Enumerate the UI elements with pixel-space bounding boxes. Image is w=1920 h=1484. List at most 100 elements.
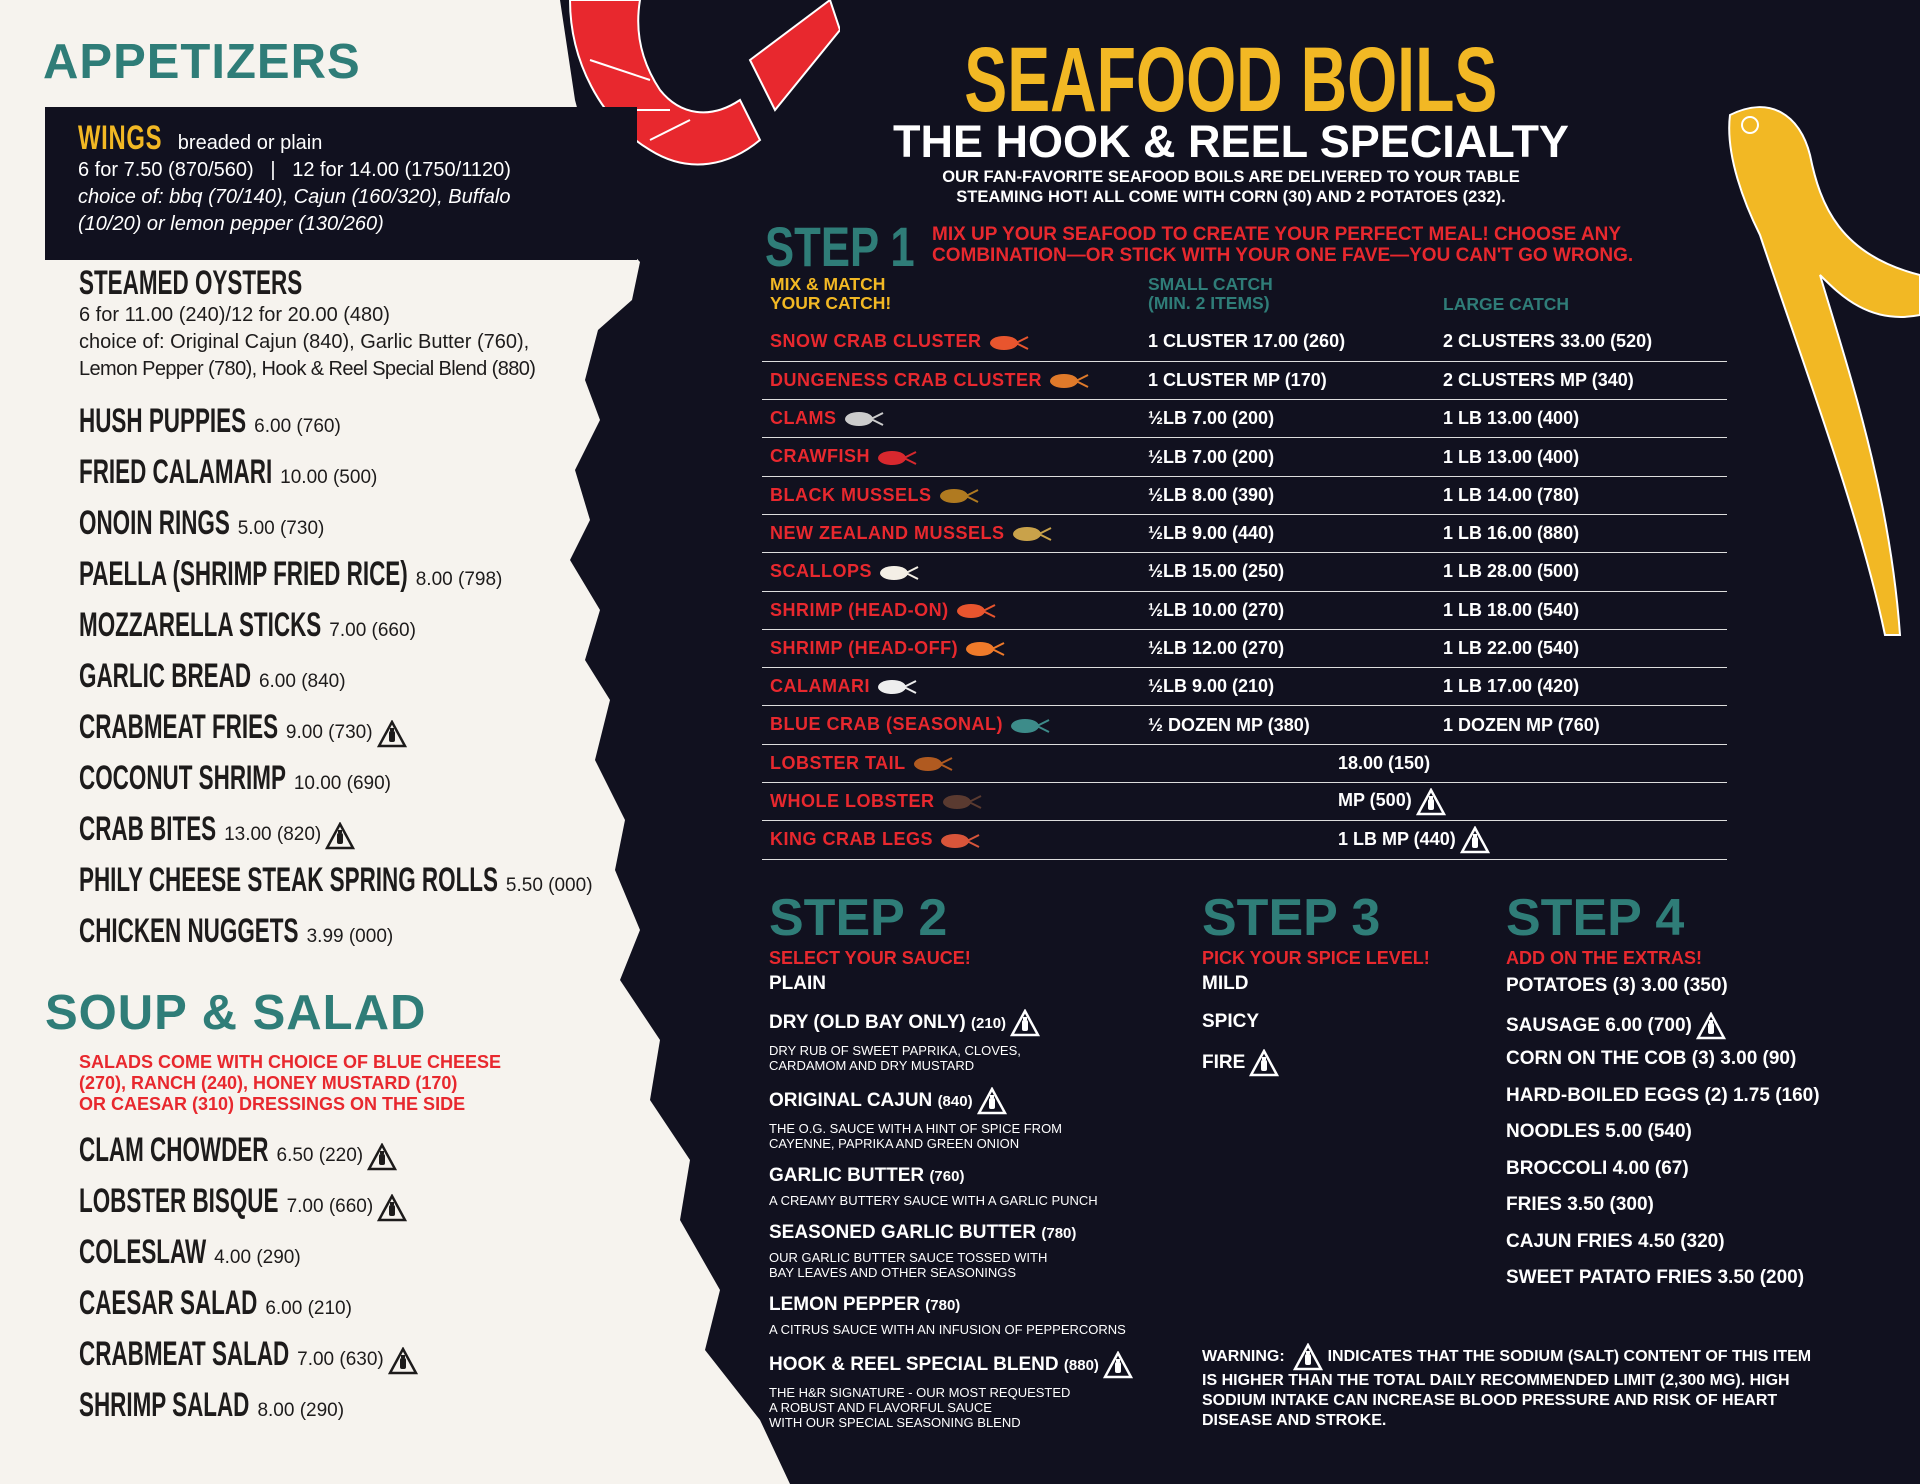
lobster-tail-icon <box>912 754 956 774</box>
catch-name-cell: SHRIMP (HEAD-OFF) <box>762 629 1148 669</box>
item-price: 13.00 (820) <box>224 824 322 845</box>
catch-name-cell: CLAMS <box>762 399 1148 439</box>
item-price: 6.00 (210) <box>265 1298 352 1319</box>
oysters-prices: 6 for 11.00 (240)/12 for 20.00 (480) <box>79 304 390 326</box>
extra-item: NOODLES 5.00 (540) <box>1506 1121 1820 1158</box>
item-price: 10.00 (690) <box>293 773 391 794</box>
calamari-icon <box>876 677 920 697</box>
sauce-calories: (780) <box>1041 1225 1077 1242</box>
item-name: HUSH PUPPIES <box>79 402 247 440</box>
sauce-calories: (840) <box>937 1093 973 1111</box>
header-line: SMALL CATCH <box>1148 274 1273 294</box>
sauce-option: ORIGINAL CAJUN (840) THE O.G. SAUCE WITH … <box>769 1086 1189 1151</box>
sauce-name: HOOK & REEL SPECIAL BLEND <box>769 1354 1059 1376</box>
catch-name: DUNGENESS CRAB CLUSTER <box>770 369 1043 390</box>
menu-item: CRABMEAT FRIES 9.00 (730) <box>79 708 407 748</box>
catch-name: CALAMARI <box>770 676 870 697</box>
extra-item: HARD-BOILED EGGS (2) 1.75 (160) <box>1506 1085 1820 1122</box>
extra-name: HARD-BOILED EGGS (2) 1.75 (160) <box>1506 1084 1820 1106</box>
menu-item: MOZZARELLA STICKS 7.00 (660) <box>79 606 416 645</box>
large-catch-cell: 1 LB 13.00 (400) <box>1443 399 1727 439</box>
salt-shaker-warning-icon <box>1293 1342 1324 1371</box>
sauce-calories: (780) <box>925 1297 961 1314</box>
catch-name: SHRIMP (HEAD-ON) <box>770 599 949 620</box>
menu-item: CRAB BITES 13.00 (820) <box>79 810 356 850</box>
item-price: 4.00 (290) <box>214 1247 301 1268</box>
sauce-description: OUR GARLIC BUTTER SAUCE TOSSED WITH BAY L… <box>769 1250 1189 1280</box>
sauce-title: SEASONED GARLIC BUTTER (780) <box>769 1222 1189 1244</box>
sauce-description: DRY RUB OF SWEET PAPRIKA, CLOVES, CARDAMO… <box>769 1043 1189 1073</box>
cream-background <box>0 0 790 1484</box>
catch-name-cell: SNOW CRAB CLUSTER <box>762 323 1148 362</box>
sauce-calories: (760) <box>929 1168 965 1185</box>
catch-row: LOBSTER TAIL 18.00 (150) <box>762 744 1727 784</box>
catch-name-cell: KING CRAB LEGS <box>762 820 1148 860</box>
warning-line: SODIUM INTAKE CAN INCREASE BLOOD PRESSUR… <box>1202 1392 1778 1409</box>
intro-line: OUR FAN-FAVORITE SEAFOOD BOILS ARE DELIV… <box>942 168 1520 186</box>
catch-row: BLACK MUSSELS ½LB 8.00 (390) 1 LB 14.00 (7… <box>762 476 1727 515</box>
catch-name: CLAMS <box>770 408 837 429</box>
sauce-title: DRY (OLD BAY ONLY) (210) <box>769 1008 1189 1037</box>
extra-name: SWEET PATATO FRIES 3.50 (200) <box>1506 1267 1805 1288</box>
menu-item: PAELLA (SHRIMP FRIED RICE) 8.00 (798) <box>79 555 502 594</box>
item-name: COCONUT SHRIMP <box>79 759 286 797</box>
blue-crab-icon <box>1009 716 1053 736</box>
catch-row: SHRIMP (HEAD-OFF) ½LB 12.00 (270) 1 LB 22.… <box>762 629 1727 669</box>
catch-row: SCALLOPS ½LB 15.00 (250) 1 LB 28.00 (500) <box>762 552 1727 592</box>
catch-row: CLAMS ½LB 7.00 (200) 1 LB 13.00 (400) <box>762 399 1727 439</box>
step1-text: MIX UP YOUR SEAFOOD TO CREATE YOUR PERFE… <box>932 224 1633 266</box>
note-line: OR CAESAR (310) DRESSINGS ON THE SIDE <box>79 1094 466 1114</box>
item-name: LOBSTER BISQUE <box>79 1182 279 1220</box>
specialty-subtitle: THE HOOK & REEL SPECIALTY <box>893 116 1569 167</box>
menu-item: ONOIN RINGS 5.00 (730) <box>79 504 324 543</box>
menu-item: GARLIC BREAD 6.00 (840) <box>79 657 346 696</box>
spice-level-name: SPICY <box>1202 1011 1260 1032</box>
item-name: SHRIMP SALAD <box>79 1386 250 1424</box>
menu-item: CLAM CHOWDER 6.50 (220) <box>79 1131 398 1171</box>
spice-level-option: FIRE <box>1202 1048 1430 1087</box>
catch-row: SNOW CRAB CLUSTER 1 CLUSTER 17.00 (260) 2 … <box>762 323 1727 362</box>
note-line: (270), RANCH (240), HONEY MUSTARD (170) <box>79 1073 458 1093</box>
snow-crab-icon <box>988 333 1032 353</box>
extra-name: POTATOES (3) 3.00 (350) <box>1506 975 1728 996</box>
sauce-title: GARLIC BUTTER (760) <box>769 1165 1189 1187</box>
spice-level-name: FIRE <box>1202 1052 1246 1074</box>
crab-cracker-illustration-icon <box>1728 106 1920 636</box>
sauce-option: DRY (OLD BAY ONLY) (210) DRY RUB OF SWEET… <box>769 1008 1189 1073</box>
extra-item: POTATOES (3) 3.00 (350) <box>1506 975 1820 1012</box>
sauce-title: HOOK & REEL SPECIAL BLEND (880) <box>769 1350 1189 1379</box>
description-line: BAY LEAVES AND OTHER SEASONINGS <box>769 1265 1017 1280</box>
menu-item: HUSH PUPPIES 6.00 (760) <box>79 402 341 441</box>
catch-name: CRAWFISH <box>770 446 870 467</box>
header-line: MIX & MATCH <box>770 274 886 294</box>
warning-line: DISEASE AND STROKE. <box>1202 1412 1387 1429</box>
sauce-option: GARLIC BUTTER (760) A CREAMY BUTTERY SAUC… <box>769 1165 1189 1208</box>
item-price: 7.00 (660) <box>286 1196 374 1217</box>
salt-shaker-warning-icon <box>1695 1010 1726 1040</box>
menu-item: COCONUT SHRIMP 10.00 (690) <box>79 759 391 798</box>
seafood-boils-title-wrap: SEAFOOD BOILS <box>0 28 1920 133</box>
small-catch-cell: ½LB 15.00 (250) <box>1148 552 1443 592</box>
step2-label: STEP 2 <box>769 889 948 947</box>
catch-name-cell: WHOLE LOBSTER <box>762 782 1148 822</box>
catch-name: SNOW CRAB CLUSTER <box>770 331 982 352</box>
salt-shaker-warning-icon <box>1102 1350 1134 1379</box>
salt-shaker-warning-icon <box>1009 1008 1041 1037</box>
large-catch-cell: 1 LB 22.00 (540) <box>1443 629 1727 669</box>
green-mussel-icon <box>1011 524 1055 544</box>
warning-line: IS HIGHER THAN THE TOTAL DAILY RECOMMEND… <box>1202 1372 1790 1389</box>
extra-item: SWEET PATATO FRIES 3.50 (200) <box>1506 1267 1820 1304</box>
step2-sub: SELECT YOUR SAUCE! <box>769 948 971 968</box>
wings-choice-2: (10/20) or lemon pepper (130/260) <box>78 213 384 235</box>
catch-price-cell: 1 LB MP (440) <box>1338 820 1727 860</box>
salad-dressing-note: SALADS COME WITH CHOICE OF BLUE CHEESE (… <box>79 1052 501 1115</box>
item-name: CAESAR SALAD <box>79 1284 258 1322</box>
description-line: THE O.G. SAUCE WITH A HINT OF SPICE FROM <box>769 1121 1063 1136</box>
mussel-icon <box>938 486 982 506</box>
catch-name: SCALLOPS <box>770 561 873 582</box>
step4-sub: ADD ON THE EXTRAS! <box>1506 948 1703 968</box>
col-header-large: LARGE CATCH <box>1443 294 1570 314</box>
catch-row: NEW ZEALAND MUSSELS ½LB 9.00 (440) 1 LB 16… <box>762 514 1727 554</box>
oysters-name: STEAMED OYSTERS <box>79 264 303 302</box>
item-price: 9.00 (730) <box>285 722 373 743</box>
